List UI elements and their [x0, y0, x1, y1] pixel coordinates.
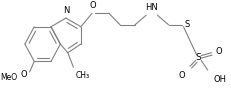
Text: O: O — [178, 71, 185, 80]
Text: N: N — [63, 6, 69, 15]
Text: OH: OH — [213, 75, 225, 84]
Text: O: O — [89, 1, 96, 10]
Text: MeO: MeO — [0, 73, 17, 82]
Text: O: O — [214, 47, 221, 56]
Text: HN: HN — [145, 3, 158, 12]
Text: O: O — [20, 70, 27, 79]
Text: S: S — [184, 20, 189, 29]
Text: S: S — [195, 53, 201, 62]
Text: CH₃: CH₃ — [75, 71, 89, 80]
